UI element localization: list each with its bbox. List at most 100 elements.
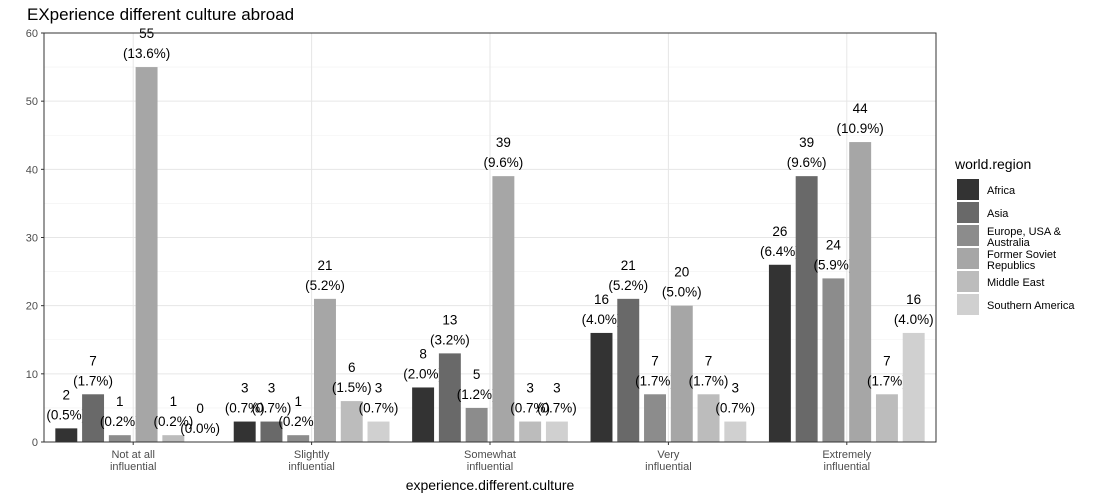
data-label-percent: (0.7%) <box>537 401 577 416</box>
data-label-count: 6 <box>348 360 356 375</box>
x-tick-label: influential <box>645 461 691 473</box>
data-label-percent: (0.2%) <box>278 414 318 429</box>
legend-swatch <box>957 179 979 200</box>
legend-label: Europe, USA & <box>987 226 1062 238</box>
legend-label: Southern America <box>987 300 1075 312</box>
x-tick-label: Somewhat <box>464 449 516 461</box>
bar <box>849 142 872 443</box>
y-tick-label: 10 <box>26 369 38 381</box>
bar <box>314 298 336 442</box>
data-label-percent: (1.7%) <box>867 373 907 388</box>
bar <box>287 435 310 442</box>
legend-label: Australia <box>987 237 1031 249</box>
x-tick-label: Not at all <box>111 449 154 461</box>
data-label-percent: (5.2%) <box>608 278 648 293</box>
data-label-count: 21 <box>317 258 332 273</box>
chart-title: EXperience different culture abroad <box>27 5 295 24</box>
data-label-count: 39 <box>496 135 511 150</box>
y-tick-label: 50 <box>26 96 38 108</box>
legend-label: Middle East <box>987 277 1044 289</box>
data-label-percent: (0.7%) <box>715 401 755 416</box>
legend-label: Former Soviet <box>987 249 1056 261</box>
legend-swatch <box>957 248 979 269</box>
data-label-count: 7 <box>705 353 713 368</box>
data-label-percent: (1.5%) <box>332 380 372 395</box>
legend-swatch <box>957 294 979 315</box>
x-tick-label: influential <box>110 461 156 473</box>
data-label-percent: (6.4%) <box>760 244 800 259</box>
data-label-percent: (4.0%) <box>582 312 622 327</box>
bar <box>697 394 720 442</box>
bar <box>617 298 640 442</box>
data-label-count: 3 <box>526 381 534 396</box>
y-tick-label: 60 <box>26 28 38 40</box>
bar <box>795 176 818 442</box>
data-label-count: 3 <box>732 381 740 396</box>
bar <box>590 332 613 442</box>
bar <box>670 305 693 442</box>
data-label-percent: (13.6%) <box>123 46 170 61</box>
data-label-count: 55 <box>139 26 154 41</box>
data-label-count: 7 <box>89 353 97 368</box>
data-label-percent: (2.0%) <box>403 366 443 381</box>
data-label-percent: (1.7%) <box>635 373 675 388</box>
data-label-count: 0 <box>196 401 204 416</box>
data-label-count: 26 <box>772 224 787 239</box>
bar <box>492 176 515 442</box>
data-label-count: 8 <box>419 346 427 361</box>
x-tick-label: Very <box>657 449 680 461</box>
bar <box>519 421 542 442</box>
y-tick-label: 30 <box>26 233 38 245</box>
data-label-percent: (0.7%) <box>359 401 399 416</box>
bar <box>768 264 791 442</box>
data-label-count: 13 <box>442 312 457 327</box>
y-tick-label: 20 <box>26 301 38 313</box>
data-label-count: 1 <box>170 394 178 409</box>
data-label-percent: (10.9%) <box>837 121 884 136</box>
legend-label: Republics <box>987 260 1036 272</box>
legend-label: Asia <box>987 208 1009 220</box>
bar <box>233 421 256 442</box>
data-label-percent: (0.7%) <box>252 401 292 416</box>
bar <box>108 435 131 442</box>
legend-swatch <box>957 202 979 223</box>
data-label-count: 16 <box>906 292 921 307</box>
data-label-percent: (0.2%) <box>153 414 193 429</box>
data-label-count: 3 <box>375 381 383 396</box>
data-label-count: 44 <box>853 101 869 116</box>
data-label-percent: (5.0%) <box>662 285 702 300</box>
bar <box>260 421 283 442</box>
data-label-count: 3 <box>553 381 561 396</box>
data-label-percent: (0.7%) <box>510 401 550 416</box>
data-label-count: 39 <box>799 135 814 150</box>
data-label-count: 7 <box>883 353 891 368</box>
y-tick-label: 0 <box>32 437 38 449</box>
bar <box>724 421 747 442</box>
data-label-count: 3 <box>241 381 249 396</box>
data-label-percent: (3.2%) <box>430 332 470 347</box>
x-tick-label: influential <box>288 461 334 473</box>
bar <box>55 428 78 442</box>
data-label-count: 1 <box>116 394 124 409</box>
x-axis-title: experience.different.culture <box>406 477 575 493</box>
data-label-count: 2 <box>63 387 71 402</box>
bar <box>438 353 461 442</box>
x-tick-label: influential <box>467 461 513 473</box>
legend-swatch <box>957 271 979 292</box>
y-tick-label: 40 <box>26 164 38 176</box>
bar <box>162 435 185 442</box>
data-label-percent: (9.6%) <box>483 155 523 170</box>
bar <box>82 394 105 442</box>
data-label-count: 21 <box>621 258 636 273</box>
data-label-percent: (5.9%) <box>814 257 854 272</box>
data-label-percent: (1.2%) <box>457 387 497 402</box>
bar <box>340 401 363 442</box>
legend-swatch <box>957 225 979 246</box>
data-label-count: 20 <box>674 265 689 280</box>
legend-label: Africa <box>987 185 1016 197</box>
bar <box>902 332 925 442</box>
bar <box>135 67 158 442</box>
data-label-count: 16 <box>594 292 609 307</box>
x-tick-label: Slightly <box>294 449 330 461</box>
